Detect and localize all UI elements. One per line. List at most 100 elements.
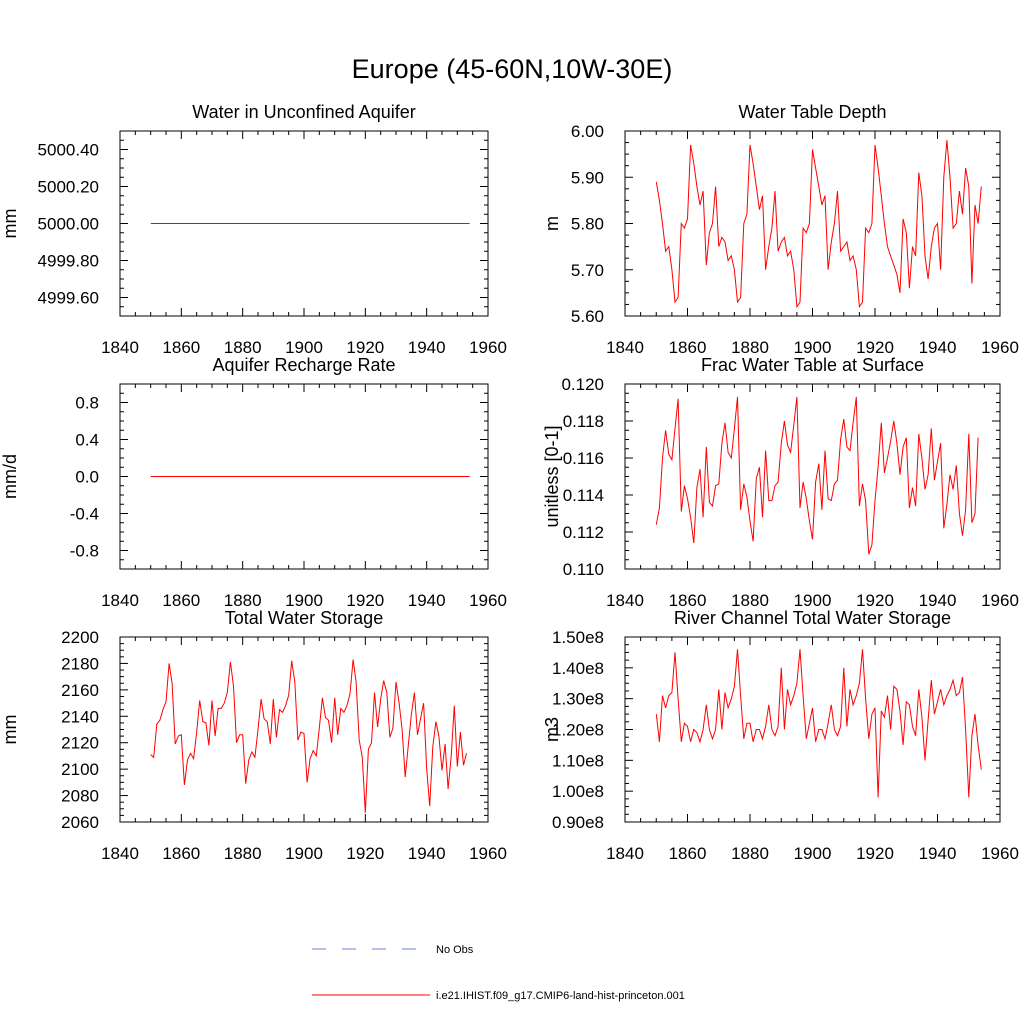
x-tick-label: 1840 bbox=[101, 338, 139, 357]
panel-title: Frac Water Table at Surface bbox=[701, 355, 924, 375]
y-tick-label: 5.60 bbox=[571, 307, 604, 326]
x-tick-label: 1840 bbox=[101, 591, 139, 610]
y-tick-label: 0.4 bbox=[75, 431, 99, 450]
panel-title: Water Table Depth bbox=[738, 102, 886, 122]
panel-title: Total Water Storage bbox=[225, 608, 383, 628]
x-tick-label: 1880 bbox=[731, 338, 769, 357]
x-tick-label: 1940 bbox=[408, 844, 446, 863]
x-tick-label: 1960 bbox=[469, 338, 507, 357]
y-axis-label: unitless [0-1] bbox=[542, 425, 562, 527]
x-tick-label: 1960 bbox=[981, 591, 1019, 610]
x-tick-label: 1920 bbox=[856, 591, 894, 610]
y-tick-label: 4999.60 bbox=[38, 289, 99, 308]
x-tick-label: 1840 bbox=[606, 338, 644, 357]
y-tick-label: 2140 bbox=[61, 707, 99, 726]
y-tick-label: 1.00e8 bbox=[552, 782, 604, 801]
panel-4: Frac Water Table at Surface unitless [0-1… bbox=[542, 355, 1019, 610]
x-tick-label: 1880 bbox=[731, 591, 769, 610]
panel-2: Water Table Depth m 1840 1860 1880 1900 1920 19… bbox=[542, 102, 1019, 357]
x-tick-label: 1880 bbox=[731, 844, 769, 863]
y-tick-label: 5000.20 bbox=[38, 178, 99, 197]
y-tick-label: 1.50e8 bbox=[552, 628, 604, 647]
x-tick-label: 1880 bbox=[224, 591, 262, 610]
x-tick-label: 1920 bbox=[856, 338, 894, 357]
x-tick-label: 1900 bbox=[794, 844, 832, 863]
x-tick-label: 1840 bbox=[101, 844, 139, 863]
panel-title: River Channel Total Water Storage bbox=[674, 608, 951, 628]
y-tick-label: 0.110 bbox=[563, 560, 604, 579]
y-tick-label: 0.90e8 bbox=[552, 813, 604, 832]
y-tick-label: 0.112 bbox=[563, 523, 604, 542]
y-tick-label: 2180 bbox=[61, 654, 99, 673]
y-tick-label: 5.80 bbox=[571, 215, 604, 234]
series-line bbox=[655, 140, 982, 309]
x-tick-label: 1900 bbox=[794, 591, 832, 610]
panel-title: Water in Unconfined Aquifer bbox=[192, 102, 415, 122]
x-tick-label: 1920 bbox=[346, 591, 384, 610]
y-tick-label: 2100 bbox=[61, 760, 99, 779]
plot-frame bbox=[624, 383, 1001, 570]
panel-3: Aquifer Recharge Rate mm/d 1840 1860 1880 190… bbox=[0, 355, 507, 610]
plot-frame bbox=[624, 636, 1001, 823]
y-tick-label: 2160 bbox=[61, 681, 99, 700]
legend: No Obs i.e21.IHIST.f09_g17.CMIP6-land-hi… bbox=[312, 944, 685, 1002]
series-line bbox=[150, 659, 467, 813]
figure-title: Europe (45-60N,10W-30E) bbox=[351, 54, 673, 84]
y-tick-label: 2200 bbox=[61, 628, 99, 647]
y-tick-label: -0.8 bbox=[70, 542, 99, 561]
y-tick-label: 0.120 bbox=[561, 375, 604, 394]
panel-1: Water in Unconfined Aquifer mm 1840 1860 188… bbox=[0, 102, 507, 357]
x-tick-label: 1940 bbox=[919, 844, 957, 863]
y-tick-label: 1.30e8 bbox=[552, 690, 604, 709]
legend-model-label: i.e21.IHIST.f09_g17.CMIP6-land-hist-prin… bbox=[436, 990, 685, 1002]
x-tick-label: 1940 bbox=[408, 591, 446, 610]
series-line bbox=[655, 396, 979, 555]
x-tick-label: 1860 bbox=[669, 338, 707, 357]
y-tick-label: 0.114 bbox=[563, 486, 604, 505]
panel-5: Total Water Storage mm 1840 1860 1880 1900 192… bbox=[0, 608, 507, 863]
y-tick-label: 4999.80 bbox=[38, 252, 99, 271]
x-tick-label: 1880 bbox=[224, 844, 262, 863]
x-tick-label: 1840 bbox=[606, 591, 644, 610]
y-tick-label: 1.20e8 bbox=[552, 721, 604, 740]
y-tick-label: 0.0 bbox=[75, 468, 99, 487]
y-axis-label: mm/d bbox=[0, 454, 20, 499]
y-axis-label: m3 bbox=[542, 717, 562, 742]
x-tick-label: 1900 bbox=[285, 591, 323, 610]
x-tick-label: 1960 bbox=[981, 338, 1019, 357]
x-tick-label: 1920 bbox=[346, 844, 384, 863]
plot-frame bbox=[119, 636, 489, 823]
y-tick-label: 2060 bbox=[61, 813, 99, 832]
x-tick-label: 1900 bbox=[794, 338, 832, 357]
panel-6: River Channel Total Water Storage m3 1840 1… bbox=[542, 608, 1019, 863]
y-tick-label: 5.90 bbox=[571, 168, 604, 187]
x-tick-label: 1880 bbox=[224, 338, 262, 357]
legend-obs-label: No Obs bbox=[436, 944, 474, 956]
y-tick-label: -0.4 bbox=[70, 505, 99, 524]
x-tick-label: 1920 bbox=[346, 338, 384, 357]
x-tick-label: 1860 bbox=[162, 844, 200, 863]
panel-title: Aquifer Recharge Rate bbox=[212, 355, 395, 375]
x-tick-label: 1940 bbox=[919, 338, 957, 357]
x-tick-label: 1960 bbox=[469, 591, 507, 610]
x-tick-label: 1900 bbox=[285, 338, 323, 357]
x-tick-label: 1920 bbox=[856, 844, 894, 863]
y-tick-label: 5000.40 bbox=[38, 141, 99, 160]
y-tick-label: 1.10e8 bbox=[552, 751, 604, 770]
y-axis-label: mm bbox=[0, 209, 20, 239]
y-axis-label: mm bbox=[0, 715, 20, 745]
y-tick-label: 5000.00 bbox=[38, 215, 99, 234]
x-tick-label: 1960 bbox=[469, 844, 507, 863]
x-tick-label: 1900 bbox=[285, 844, 323, 863]
x-tick-label: 1940 bbox=[919, 591, 957, 610]
x-tick-label: 1860 bbox=[162, 591, 200, 610]
x-tick-label: 1940 bbox=[408, 338, 446, 357]
y-tick-label: 2080 bbox=[61, 787, 99, 806]
x-tick-label: 1860 bbox=[162, 338, 200, 357]
y-tick-label: 0.8 bbox=[75, 394, 99, 413]
x-tick-label: 1860 bbox=[669, 591, 707, 610]
y-tick-label: 0.118 bbox=[563, 412, 604, 431]
y-tick-label: 1.40e8 bbox=[552, 659, 604, 678]
y-tick-label: 0.116 bbox=[563, 449, 604, 468]
